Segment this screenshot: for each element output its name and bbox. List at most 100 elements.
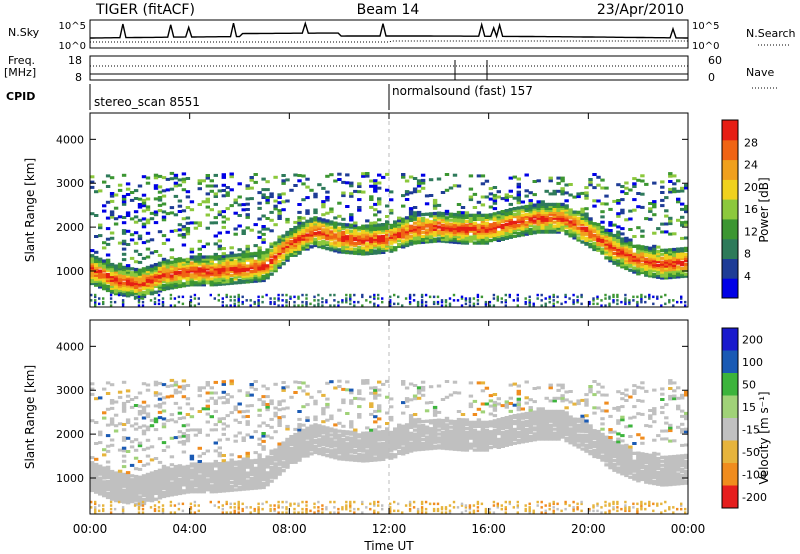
velocity-cell bbox=[217, 475, 222, 480]
power-cell bbox=[185, 216, 191, 220]
velocity-cell bbox=[261, 485, 266, 490]
power-cell bbox=[460, 227, 466, 231]
power-cell bbox=[365, 219, 370, 223]
velocity-cell bbox=[94, 500, 97, 504]
power-cell bbox=[369, 247, 374, 252]
power-cell bbox=[249, 270, 254, 274]
power-cell bbox=[317, 233, 322, 237]
power-cell bbox=[488, 187, 494, 191]
power-cell bbox=[249, 275, 254, 280]
power-cell bbox=[504, 299, 507, 302]
power-cell bbox=[117, 273, 123, 277]
power-cell bbox=[153, 278, 159, 283]
power-cell bbox=[664, 256, 669, 260]
velocity-cell bbox=[293, 454, 298, 458]
power-cell bbox=[640, 192, 645, 196]
velocity-cell bbox=[153, 477, 159, 482]
power-colorbar-tick: 16 bbox=[744, 203, 758, 216]
power-cell bbox=[193, 273, 199, 277]
power-cell bbox=[257, 191, 262, 195]
power-cell bbox=[377, 202, 382, 206]
power-colorbar-swatch bbox=[722, 278, 738, 299]
velocity-cell bbox=[373, 430, 378, 434]
velocity-cell bbox=[257, 424, 262, 428]
power-cell bbox=[536, 293, 539, 297]
power-cell bbox=[129, 292, 135, 297]
power-cell bbox=[297, 223, 302, 228]
velocity-cell bbox=[125, 487, 131, 491]
power-cell bbox=[476, 223, 482, 227]
power-cell bbox=[337, 178, 342, 181]
velocity-cell bbox=[229, 502, 232, 506]
velocity-cell bbox=[293, 502, 296, 506]
power-cell bbox=[357, 232, 362, 236]
power-cell bbox=[305, 245, 310, 249]
power-cell bbox=[349, 181, 354, 185]
velocity-cell bbox=[90, 473, 95, 477]
power-cell bbox=[584, 214, 589, 219]
power-cell bbox=[277, 241, 282, 246]
power-cell bbox=[632, 256, 637, 260]
power-cell bbox=[640, 234, 645, 238]
power-cell bbox=[137, 197, 143, 201]
power-cell bbox=[209, 267, 214, 271]
power-cell bbox=[285, 220, 290, 224]
velocity-cell bbox=[273, 414, 278, 418]
velocity-cell bbox=[273, 474, 278, 478]
velocity-cell bbox=[205, 404, 210, 408]
velocity-cell bbox=[177, 483, 183, 488]
power-cell bbox=[476, 229, 482, 233]
velocity-cell bbox=[102, 466, 107, 470]
power-cell bbox=[221, 264, 226, 268]
power-cell bbox=[353, 231, 358, 236]
power-cell bbox=[552, 208, 557, 212]
velocity-cell bbox=[317, 432, 322, 436]
power-cell bbox=[664, 293, 667, 297]
power-cell bbox=[137, 292, 143, 296]
power-cell bbox=[173, 297, 177, 300]
power-cell bbox=[98, 263, 103, 267]
velocity-cell bbox=[313, 439, 318, 443]
velocity-cell bbox=[153, 420, 159, 424]
power-cell bbox=[181, 233, 187, 236]
power-cell bbox=[592, 299, 595, 302]
power-cell bbox=[121, 273, 127, 277]
power-cell bbox=[424, 212, 430, 216]
power-cell bbox=[345, 229, 350, 233]
power-cell bbox=[468, 221, 474, 225]
power-cell bbox=[90, 258, 95, 262]
velocity-cell bbox=[90, 480, 95, 485]
velocity-cell bbox=[293, 380, 298, 384]
power-cell bbox=[628, 254, 633, 259]
power-cell bbox=[137, 280, 143, 284]
velocity-cell bbox=[221, 481, 226, 485]
velocity-cell bbox=[209, 462, 214, 466]
velocity-cell bbox=[169, 483, 175, 487]
power-cell bbox=[660, 262, 665, 266]
power-cell bbox=[492, 226, 498, 230]
power-cell bbox=[369, 234, 374, 238]
power-cell bbox=[365, 246, 370, 250]
power-cell bbox=[616, 214, 621, 218]
velocity-cell bbox=[102, 468, 107, 472]
power-cell bbox=[225, 193, 230, 197]
power-cell bbox=[145, 289, 151, 293]
power-cell bbox=[193, 226, 199, 230]
velocity-cell bbox=[373, 415, 378, 419]
power-cell bbox=[544, 202, 549, 207]
power-cell bbox=[652, 181, 657, 185]
power-cell bbox=[289, 249, 294, 254]
velocity-cell bbox=[285, 427, 290, 431]
velocity-cell bbox=[277, 470, 282, 474]
power-cell bbox=[520, 225, 525, 229]
velocity-cell bbox=[325, 440, 330, 444]
power-cell bbox=[253, 253, 258, 258]
power-cell bbox=[213, 269, 218, 273]
power-cell bbox=[237, 253, 242, 257]
power-cell bbox=[257, 295, 260, 299]
velocity-cell bbox=[361, 431, 366, 435]
power-cell bbox=[233, 201, 238, 205]
power-cell bbox=[456, 210, 462, 214]
velocity-cell bbox=[385, 451, 390, 455]
power-cell bbox=[90, 175, 95, 179]
